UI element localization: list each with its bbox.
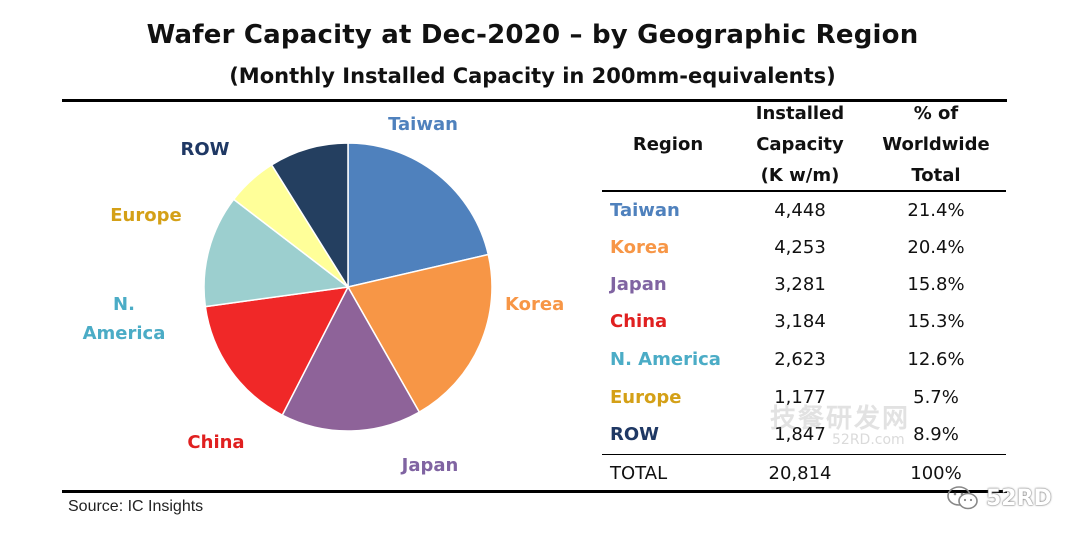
pie-slice-korea [346,253,493,414]
pct-value: 12.6% [907,349,965,370]
table-row-total: TOTAL 20,814 100% [602,455,1006,492]
pie-label-korea: Korea [505,294,564,315]
pie-label-china: China [187,432,244,453]
region-name: ROW [610,424,660,445]
pie-slice-n-america [203,198,350,308]
table-row-taiwan: Taiwan 4,448 21.4% [602,192,1006,229]
table-row-japan: Japan 3,281 15.8% [602,266,1006,303]
watermark-text: 技餐研发网 [770,404,911,434]
total-rule [602,454,1006,455]
region-name: Europe [610,387,682,408]
table-row-china: China 3,184 15.3% [602,303,1006,340]
pct-value: 5.7% [913,387,959,408]
pct-value: 8.9% [913,424,959,445]
region-name: N. America [610,349,721,370]
header-rule [602,190,1006,192]
total-label: TOTAL [610,463,668,484]
pie-chart: Taiwan Korea Japan China N. America Europe ROW [83,114,565,476]
table-row-korea: Korea 4,253 20.4% [602,229,1006,266]
wechat-icon [947,486,978,510]
table-row-row: ROW 1,847 8.9% [602,416,1006,453]
pie-label-taiwan: Taiwan [388,114,458,135]
capacity-value: 3,281 [774,274,826,295]
chart-title: Wafer Capacity at Dec-2020 – by Geograph… [146,20,919,50]
chart-subtitle: (Monthly Installed Capacity in 200mm-equ… [229,64,836,88]
capacity-value: 2,623 [774,349,826,370]
pie-slice-taiwan [347,142,490,288]
capacity-value: 4,253 [774,237,826,258]
brand-text: 52RD [986,485,1052,511]
total-pct: 100% [910,463,962,484]
pie-label-japan: Japan [400,455,459,476]
top-rule [62,99,1007,102]
header-region: Region [632,133,704,155]
region-name: Taiwan [610,200,680,221]
capacity-value: 4,448 [774,200,826,221]
total-capacity: 20,814 [768,463,832,484]
pie-slice-china [204,286,350,417]
pie-slice-row [270,142,349,290]
pct-value: 15.3% [907,311,965,332]
table-row-europe: Europe 1,177 5.7% [602,379,1006,416]
brand-watermark: 52RD [946,484,1052,512]
pie-label-n-america: N. America [83,294,166,344]
region-name: China [610,311,668,332]
header-capacity: Installed Capacity (K w/m) [755,102,845,186]
bottom-rule [62,490,1007,493]
watermark-url: 52RD.com [832,432,905,448]
header-pct: % of Worldwide Total [882,102,990,186]
source-note: Source: IC Insights [68,498,204,515]
capacity-value: 1,177 [774,387,826,408]
region-name: Japan [610,274,667,295]
capacity-value: 1,847 [774,424,826,445]
pct-value: 15.8% [907,274,965,295]
table-row-n-america: N. America 2,623 12.6% [602,341,1006,378]
pct-value: 20.4% [907,237,965,258]
pie-label-row: ROW [180,139,229,160]
pie-slice-japan [281,285,421,432]
pie-label-europe: Europe [110,205,181,226]
capacity-value: 3,184 [774,311,826,332]
region-name: Korea [610,237,670,258]
pct-value: 21.4% [907,200,965,221]
